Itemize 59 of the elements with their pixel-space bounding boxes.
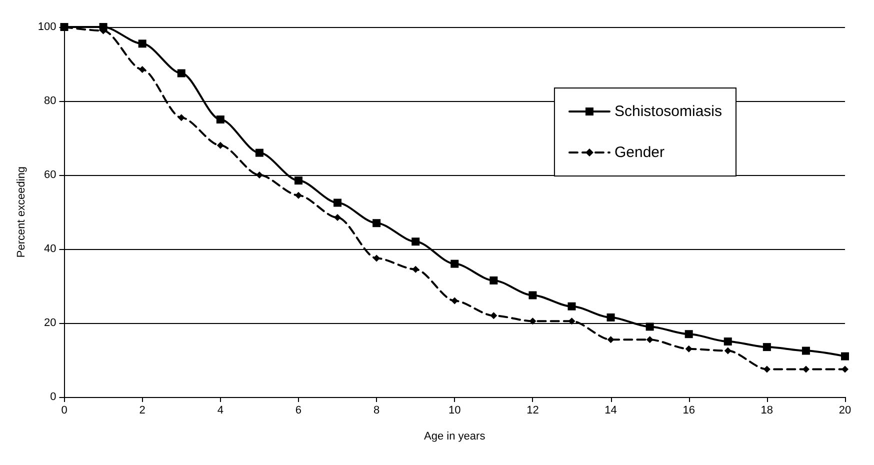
point	[607, 336, 614, 344]
point	[763, 366, 770, 373]
point	[373, 254, 380, 262]
x-tick-label: 6	[295, 404, 302, 416]
point	[841, 352, 849, 360]
point	[529, 318, 536, 325]
point	[685, 345, 692, 352]
x-tick-label: 8	[373, 404, 380, 416]
point	[450, 260, 459, 268]
point	[528, 291, 537, 300]
x-tick-label: 2	[139, 404, 146, 416]
y-tick-label: 80	[44, 95, 56, 107]
point	[216, 116, 224, 124]
x-tick-label: 18	[760, 404, 774, 416]
x-tick-label: 14	[604, 404, 617, 416]
point	[568, 302, 576, 310]
legend-label: Schistosomiasis	[614, 103, 722, 120]
point	[762, 343, 771, 352]
y-tick-label: 0	[50, 391, 56, 403]
point	[490, 312, 498, 320]
y-axis-title: Percent exceeding	[16, 166, 28, 258]
legend-label: Gender	[614, 144, 665, 161]
y-tick-label: 100	[38, 21, 56, 33]
point	[842, 366, 848, 373]
point	[99, 23, 108, 31]
point	[294, 192, 302, 199]
point	[724, 338, 732, 346]
point	[568, 318, 576, 325]
x-tick-label: 4	[217, 404, 224, 416]
point	[334, 198, 342, 207]
point	[802, 366, 810, 373]
point	[412, 238, 420, 246]
point	[334, 214, 342, 222]
y-tick-label: 40	[44, 243, 56, 255]
point	[451, 297, 458, 304]
point	[138, 66, 146, 74]
x-tick-label: 20	[838, 404, 852, 416]
point	[646, 336, 654, 344]
point	[412, 266, 420, 273]
point	[294, 176, 302, 185]
point	[138, 40, 146, 48]
y-tick-label: 60	[44, 169, 56, 181]
x-tick-label: 0	[61, 404, 68, 416]
point	[606, 313, 615, 322]
point	[216, 142, 224, 149]
point	[255, 148, 264, 157]
x-tick-label: 16	[682, 404, 695, 416]
point	[646, 322, 654, 331]
y-tick-label: 20	[44, 317, 56, 329]
point	[684, 330, 693, 338]
point	[177, 69, 186, 78]
x-tick-label: 10	[448, 404, 461, 416]
point	[372, 219, 381, 228]
point	[724, 347, 732, 354]
point	[490, 276, 498, 284]
point	[802, 346, 810, 355]
point	[178, 114, 185, 122]
x-tick-label: 12	[526, 404, 539, 416]
x-axis-title: Age in years	[424, 430, 486, 442]
